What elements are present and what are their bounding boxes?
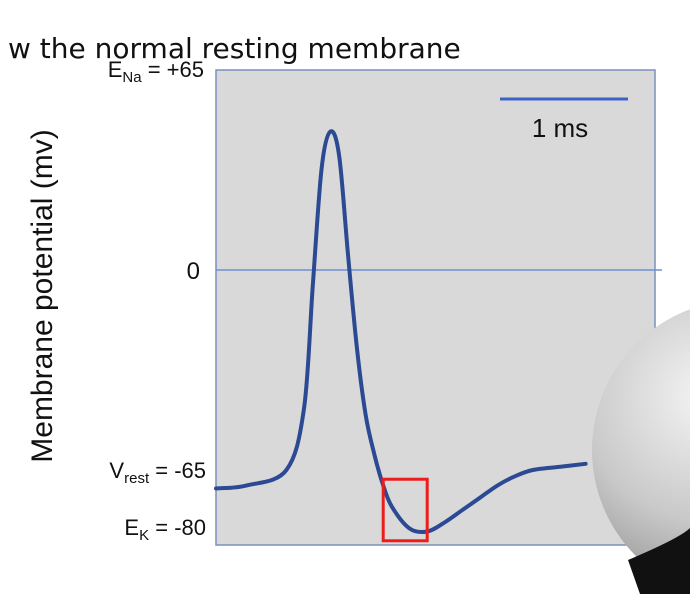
sphere-decoration	[592, 309, 690, 591]
scale-bar-label: 1 ms	[532, 113, 588, 143]
vrest-label: Vrest = -65	[109, 458, 206, 487]
afterhyperpolarization-highlight-box	[381, 477, 429, 543]
ena-label: ENa = +65	[108, 57, 204, 86]
ek-label: EK = -80	[124, 515, 206, 544]
sphere-shadow	[628, 528, 690, 594]
action-potential-trace	[214, 129, 588, 535]
zero-tick-label: 0	[187, 258, 200, 285]
y-axis-label: Membrane potential (mv)	[26, 129, 59, 462]
slide-caption: w the normal resting membrane	[8, 32, 461, 65]
